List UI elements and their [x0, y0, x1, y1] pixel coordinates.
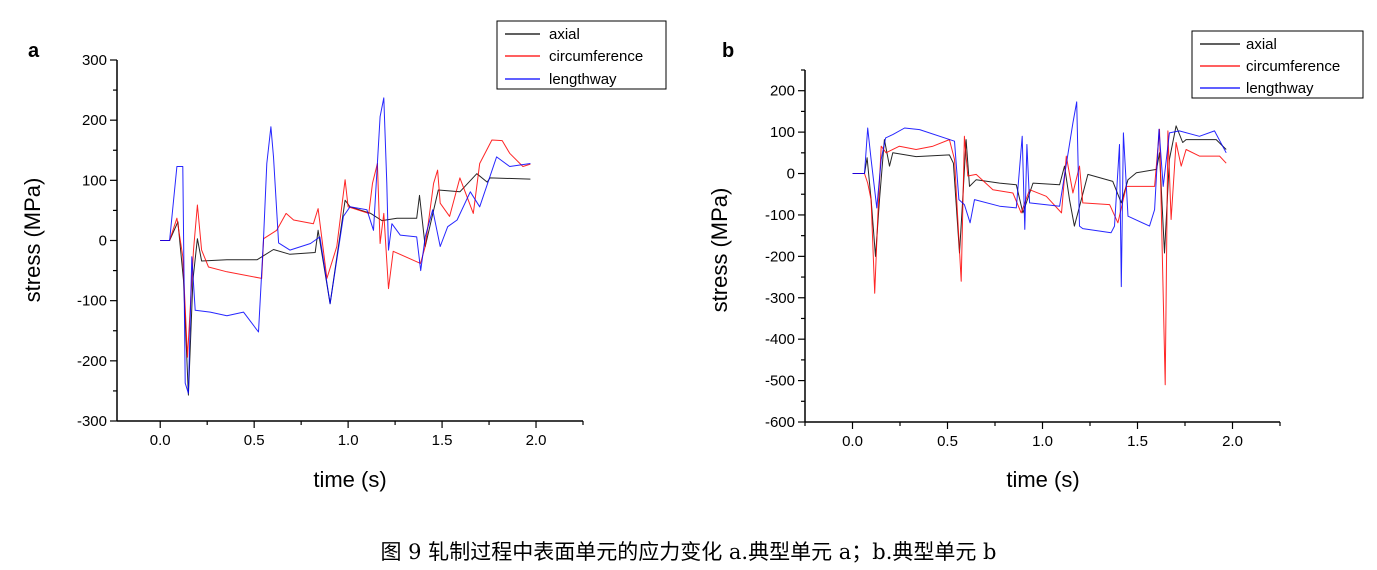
x-tick-label: 0.5: [937, 433, 958, 450]
y-tick-label: -300: [77, 413, 107, 430]
y-tick-label: -400: [765, 331, 795, 348]
y-tick-label: -100: [765, 207, 795, 224]
legend-box: [1191, 30, 1364, 99]
panel-label: a: [28, 40, 40, 62]
x-axis-title: time (s): [1006, 467, 1079, 492]
series-line-axial: [160, 173, 531, 396]
y-tick-label: 0: [99, 233, 107, 250]
x-axis-title: time (s): [313, 467, 386, 492]
x-tick-label: 2.0: [526, 432, 547, 449]
legend-label: lengthway: [1246, 80, 1314, 97]
x-tick-label: 0.5: [244, 432, 265, 449]
legend-label: circumference: [1246, 58, 1340, 75]
chart-panel-b: 0.0 0.5 1.0 1.5 2.0 -600 -500 -400 -300 -200 -100 0…: [707, 30, 1364, 492]
y-axis-title: stress (MPa): [707, 188, 732, 313]
y-tick-label: 0: [787, 166, 795, 183]
figure-caption: 图 9 轧制过程中表面单元的应力变化 a.典型单元 a；b.典型单元 b: [380, 540, 997, 564]
y-tick-label: 100: [770, 124, 795, 141]
x-tick-label: 1.0: [338, 432, 359, 449]
legend-label: circumference: [549, 48, 643, 65]
legend-label: lengthway: [549, 71, 617, 88]
y-tick-label: 300: [82, 52, 107, 69]
x-tick-label: 1.0: [1032, 433, 1053, 450]
legend: axial circumference lengthway: [1191, 30, 1364, 99]
y-tick-label: -500: [765, 373, 795, 390]
series-line-lengthway: [160, 97, 531, 394]
y-tick-label: 200: [770, 83, 795, 100]
y-tick-label: 100: [82, 172, 107, 189]
legend-label: axial: [1246, 36, 1277, 53]
legend-box: [496, 20, 667, 90]
legend-label: axial: [549, 26, 580, 43]
series-line-circumference: [852, 128, 1227, 386]
x-tick-label: 0.0: [150, 432, 171, 449]
panel-label: b: [722, 40, 734, 62]
x-tick-label: 1.5: [1127, 433, 1148, 450]
y-axis-title: stress (MPa): [20, 178, 45, 303]
x-tick-label: 0.0: [842, 433, 863, 450]
chart-panel-a: 0.0 0.5 1.0 1.5 2.0 -300 -200 -100 0 100 200 300 tim…: [20, 20, 667, 492]
series-line-circumference: [160, 139, 531, 358]
legend: axial circumference lengthway: [496, 20, 667, 90]
series-line-lengthway: [852, 101, 1227, 288]
x-tick-label: 2.0: [1222, 433, 1243, 450]
y-tick-label: -200: [77, 353, 107, 370]
y-tick-label: -300: [765, 290, 795, 307]
y-tick-label: -200: [765, 248, 795, 265]
y-tick-label: -100: [77, 293, 107, 310]
y-tick-label: 200: [82, 112, 107, 129]
x-tick-label: 1.5: [432, 432, 453, 449]
y-tick-label: -600: [765, 414, 795, 431]
